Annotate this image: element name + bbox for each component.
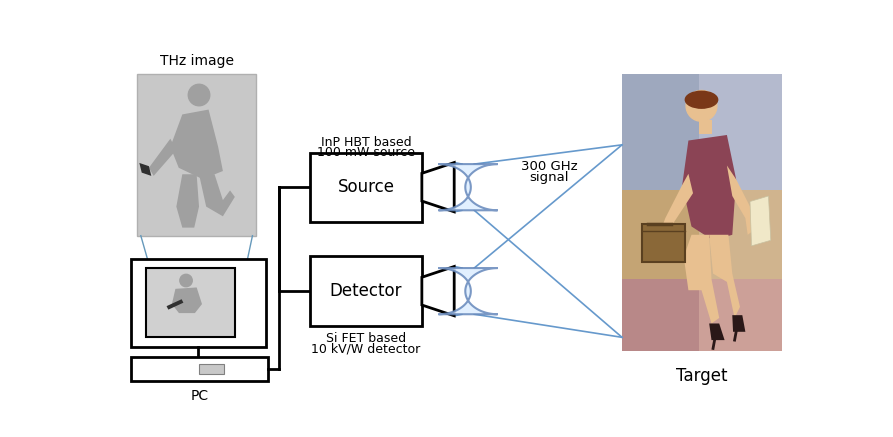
Polygon shape bbox=[709, 323, 724, 340]
Bar bbox=[699, 279, 782, 351]
Polygon shape bbox=[176, 174, 199, 228]
Bar bbox=[137, 74, 256, 236]
Bar bbox=[199, 364, 224, 374]
Polygon shape bbox=[682, 135, 736, 240]
Text: signal: signal bbox=[530, 171, 569, 184]
Bar bbox=[146, 268, 235, 337]
Bar bbox=[642, 224, 685, 262]
Polygon shape bbox=[139, 163, 151, 176]
Polygon shape bbox=[750, 196, 771, 246]
Polygon shape bbox=[438, 164, 497, 210]
Polygon shape bbox=[167, 299, 183, 310]
Polygon shape bbox=[421, 163, 455, 212]
Bar bbox=[622, 191, 699, 279]
Bar bbox=[130, 357, 268, 381]
Text: InP HBT based: InP HBT based bbox=[321, 135, 412, 149]
Bar bbox=[622, 279, 699, 351]
Polygon shape bbox=[684, 235, 719, 323]
Bar bbox=[310, 153, 421, 222]
Polygon shape bbox=[438, 268, 497, 314]
Polygon shape bbox=[199, 174, 235, 216]
Text: Source: Source bbox=[338, 178, 395, 196]
Text: 300 GHz: 300 GHz bbox=[521, 160, 577, 173]
Polygon shape bbox=[709, 235, 740, 318]
Text: 10 kV/W detector: 10 kV/W detector bbox=[312, 343, 421, 356]
Text: 100 mW source: 100 mW source bbox=[317, 146, 415, 160]
Bar bbox=[622, 74, 699, 191]
Bar bbox=[699, 120, 712, 134]
Text: Detector: Detector bbox=[330, 282, 402, 300]
Polygon shape bbox=[659, 174, 693, 240]
Text: Target: Target bbox=[676, 367, 728, 385]
Text: PC: PC bbox=[190, 389, 208, 403]
Text: THz image: THz image bbox=[160, 54, 234, 68]
Polygon shape bbox=[421, 267, 455, 316]
Circle shape bbox=[188, 84, 210, 106]
Bar bbox=[699, 74, 782, 191]
Polygon shape bbox=[171, 288, 202, 313]
Polygon shape bbox=[727, 166, 755, 235]
Ellipse shape bbox=[685, 91, 718, 108]
Bar bbox=[310, 257, 421, 326]
Bar bbox=[130, 259, 265, 347]
Circle shape bbox=[179, 274, 192, 287]
Polygon shape bbox=[171, 110, 223, 179]
Bar bbox=[699, 191, 782, 279]
Text: Si FET based: Si FET based bbox=[326, 332, 406, 345]
Circle shape bbox=[686, 90, 717, 121]
Polygon shape bbox=[149, 139, 176, 176]
Polygon shape bbox=[732, 315, 746, 332]
